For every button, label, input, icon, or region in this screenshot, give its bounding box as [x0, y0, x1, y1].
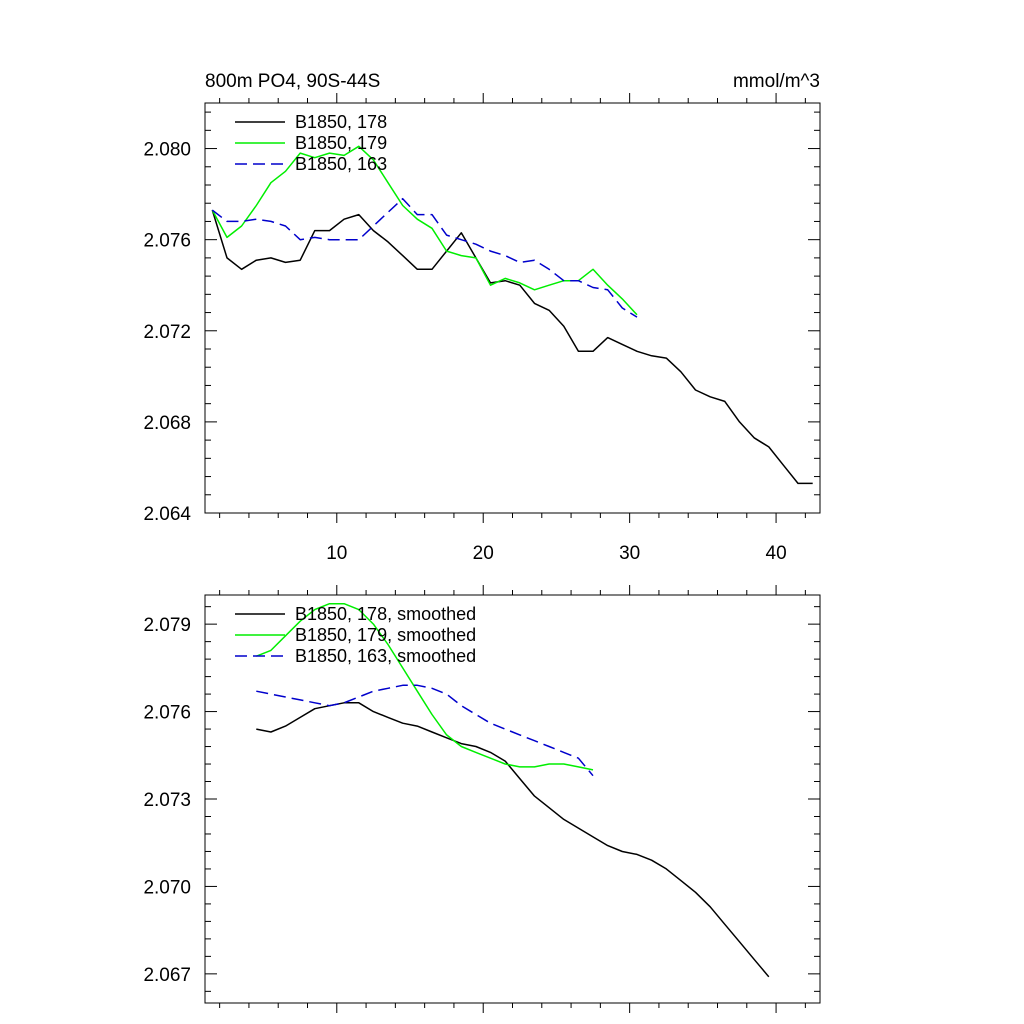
chart-title: 800m PO4, 90S-44S — [205, 71, 380, 92]
y-tick-label: 2.064 — [143, 504, 191, 525]
top-panel: 10 20 30 40 2.064 2.068 2.072 2.076 2.080 800m PO… — [143, 71, 821, 564]
x-tick-label: 30 — [619, 543, 640, 564]
legend-label-1: B1850, 178, smoothed — [295, 604, 476, 624]
series-line-2 — [211, 145, 638, 316]
y-tick-label: 2.076 — [143, 231, 191, 252]
y-tick-label: 2.070 — [143, 877, 191, 898]
series-line-3 — [211, 197, 638, 318]
y-tick-label: 2.072 — [143, 322, 191, 343]
legend-label-2: B1850, 179 — [295, 133, 387, 153]
series-line-2 — [256, 602, 594, 771]
x-tick-label: 10 — [326, 543, 347, 564]
y-tick-label: 2.079 — [143, 615, 191, 636]
legend-label-1: B1850, 178 — [295, 112, 387, 132]
y-tick-label: 2.067 — [143, 965, 191, 986]
y-tick-label: 2.073 — [143, 790, 191, 811]
y-tick-label: 2.068 — [143, 413, 191, 434]
x-tick-label: 20 — [473, 543, 494, 564]
y-tick-label: 2.080 — [143, 140, 191, 161]
series-line-1 — [211, 209, 813, 485]
series-line-1 — [256, 702, 770, 978]
legend-label-3: B1850, 163, smoothed — [295, 646, 476, 666]
y-tick-label: 2.076 — [143, 703, 191, 724]
series-line-3 — [256, 684, 594, 777]
units-label: mmol/m^3 — [733, 71, 820, 92]
legend-label-3: B1850, 163 — [295, 154, 387, 174]
x-tick-label: 40 — [766, 543, 787, 564]
bottom-panel: 2.067 2.070 2.073 2.076 2.079 B1850, 178, smo… — [143, 585, 821, 1013]
legend-label-2: B1850, 179, smoothed — [295, 625, 476, 645]
